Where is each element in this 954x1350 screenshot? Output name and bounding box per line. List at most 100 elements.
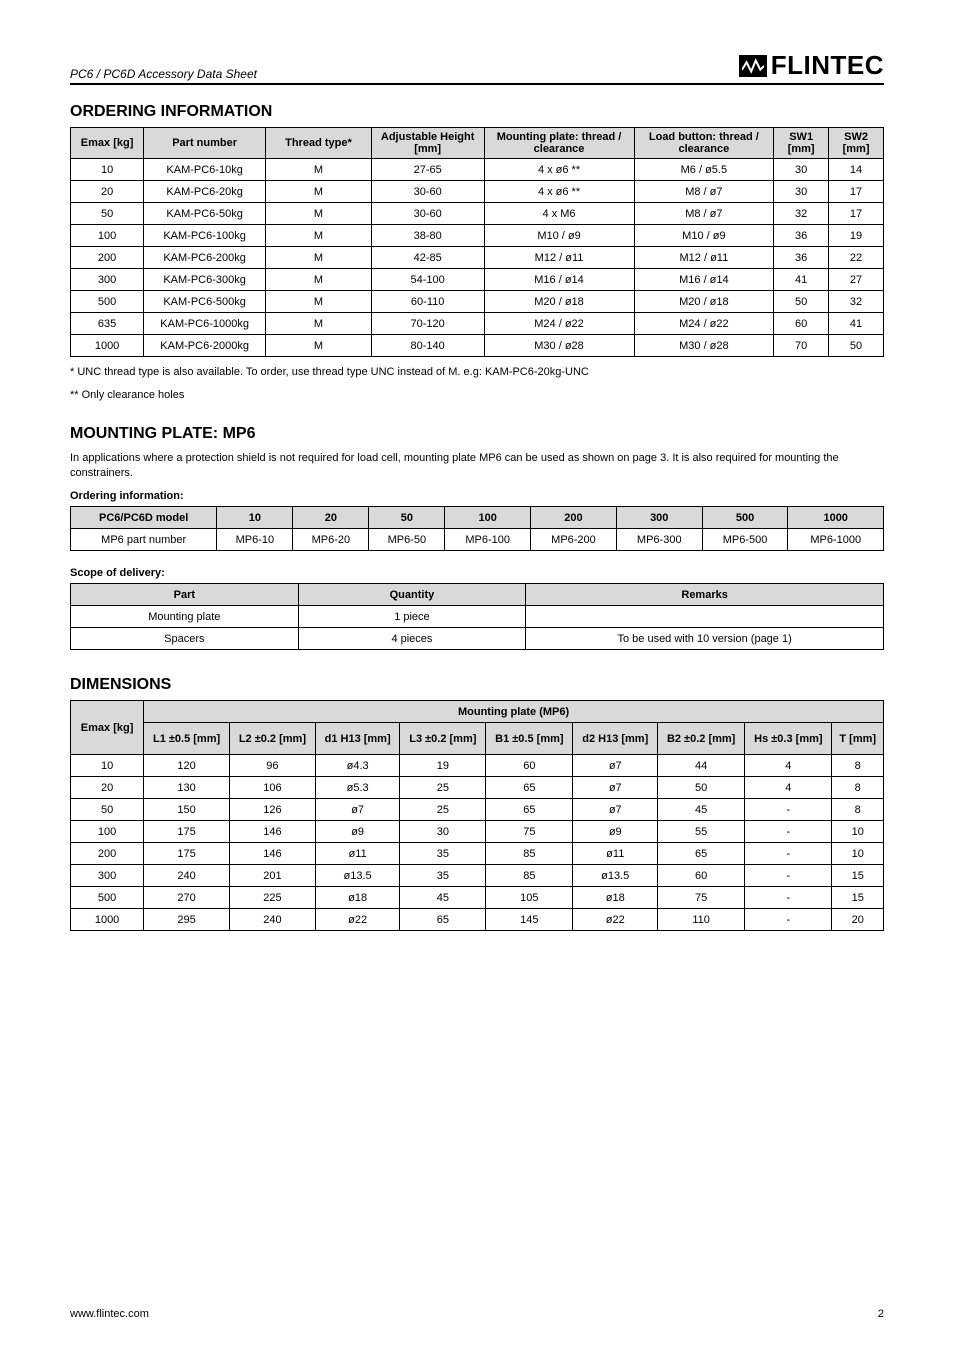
ordering-row: 100KAM-PC6-100kgM38-80M10 / ø9M10 / ø936…: [71, 225, 884, 247]
cell: 36: [774, 225, 829, 247]
cell: 41: [829, 313, 884, 335]
mp6-pn-cell: MP6-500: [702, 529, 788, 551]
cell: KAM-PC6-20kg: [144, 181, 266, 203]
cell: M16 / ø14: [634, 269, 774, 291]
cell: ø7: [573, 755, 658, 777]
cell: 50: [658, 777, 745, 799]
dim-row: 20130106ø5.32565ø75048: [71, 777, 884, 799]
cell: M: [266, 269, 372, 291]
cell: 500: [71, 887, 144, 909]
cell: 20: [832, 909, 884, 931]
cell: 45: [658, 799, 745, 821]
mp6-pn-cell: MP6-300: [616, 529, 702, 551]
ordering-row: 20KAM-PC6-20kgM30-604 x ø6 **M8 / ø73017: [71, 181, 884, 203]
ordering-col: Thread type*: [266, 128, 372, 159]
ordering-row: 200KAM-PC6-200kgM42-85M12 / ø11M12 / ø11…: [71, 247, 884, 269]
cell: 65: [658, 843, 745, 865]
dim-col: d1 H13 [mm]: [315, 723, 400, 755]
cell: ø13.5: [315, 865, 400, 887]
cell: 300: [71, 269, 144, 291]
ordering-note-1: * UNC thread type is also available. To …: [70, 365, 884, 380]
cell: 17: [829, 203, 884, 225]
scope-col: Remarks: [526, 584, 884, 606]
cell: 110: [658, 909, 745, 931]
dim-col: L3 ±0.2 [mm]: [400, 723, 486, 755]
cell: M: [266, 313, 372, 335]
cell: 500: [71, 291, 144, 313]
mp6-model-col: 100: [445, 507, 531, 529]
cell: 65: [400, 909, 486, 931]
cell: M: [266, 203, 372, 225]
cell: 20: [71, 181, 144, 203]
mp6-partnumber-table: PC6/PC6D model1020501002003005001000 MP6…: [70, 506, 884, 551]
dim-col: d2 H13 [mm]: [573, 723, 658, 755]
cell: 30-60: [371, 181, 484, 203]
cell: 50: [71, 799, 144, 821]
cell: 60: [486, 755, 573, 777]
cell: 30: [400, 821, 486, 843]
cell: 175: [144, 821, 230, 843]
dim-row: 100175146ø93075ø955-10: [71, 821, 884, 843]
cell: M8 / ø7: [634, 203, 774, 225]
cell: To be used with 10 version (page 1): [526, 628, 884, 650]
cell: 14: [829, 159, 884, 181]
mp6-model-col: 500: [702, 507, 788, 529]
cell: 25: [400, 799, 486, 821]
cell: 4 x M6: [484, 203, 634, 225]
cell: 75: [658, 887, 745, 909]
cell: 130: [144, 777, 230, 799]
cell: 8: [832, 799, 884, 821]
cell: 45: [400, 887, 486, 909]
cell: M: [266, 225, 372, 247]
cell: ø18: [315, 887, 400, 909]
ordering-row: 1000KAM-PC6-2000kgM80-140M30 / ø28M30 / …: [71, 335, 884, 357]
mp6-model-col: 50: [369, 507, 445, 529]
ordering-col: Emax [kg]: [71, 128, 144, 159]
section-mp6-title: MOUNTING PLATE: MP6: [70, 425, 884, 443]
cell: ø7: [315, 799, 400, 821]
cell: 65: [486, 777, 573, 799]
cell: 70-120: [371, 313, 484, 335]
cell: 4 x ø6 **: [484, 181, 634, 203]
cell: 50: [829, 335, 884, 357]
cell: 42-85: [371, 247, 484, 269]
cell: -: [745, 799, 832, 821]
mp6-pn-cell: MP6-1000: [788, 529, 884, 551]
cell: M30 / ø28: [484, 335, 634, 357]
ordering-col: Load button: thread / clearance: [634, 128, 774, 159]
mp6-pn-cell: MP6-50: [369, 529, 445, 551]
brand-icon: [739, 55, 767, 77]
cell: ø13.5: [573, 865, 658, 887]
dim-row: 1000295240ø2265145ø22110-20: [71, 909, 884, 931]
cell: 295: [144, 909, 230, 931]
cell: M: [266, 247, 372, 269]
cell: M10 / ø9: [484, 225, 634, 247]
cell: KAM-PC6-300kg: [144, 269, 266, 291]
section-dimensions-title: DIMENSIONS: [70, 676, 884, 694]
cell: 10: [832, 821, 884, 843]
cell: ø9: [315, 821, 400, 843]
ordering-row: 50KAM-PC6-50kgM30-604 x M6M8 / ø73217: [71, 203, 884, 225]
cell: 22: [829, 247, 884, 269]
dim-row: 200175146ø113585ø1165-10: [71, 843, 884, 865]
brand-logo: FLINTEC: [739, 50, 884, 81]
mp6-pn-cell: MP6-20: [293, 529, 369, 551]
cell: 85: [486, 843, 573, 865]
cell: 146: [230, 821, 316, 843]
ordering-col: SW1 [mm]: [774, 128, 829, 159]
cell: 8: [832, 777, 884, 799]
cell: M6 / ø5.5: [634, 159, 774, 181]
cell: 15: [832, 887, 884, 909]
ordering-row: 10KAM-PC6-10kgM27-654 x ø6 **M6 / ø5.530…: [71, 159, 884, 181]
ordering-row: 300KAM-PC6-300kgM54-100M16 / ø14M16 / ø1…: [71, 269, 884, 291]
cell: M: [266, 181, 372, 203]
cell: ø22: [573, 909, 658, 931]
cell: 106: [230, 777, 316, 799]
footer-url: www.flintec.com: [70, 1308, 149, 1320]
cell: 146: [230, 843, 316, 865]
cell: 70: [774, 335, 829, 357]
cell: 41: [774, 269, 829, 291]
cell: 32: [829, 291, 884, 313]
cell: 19: [400, 755, 486, 777]
mp6-model-label: PC6/PC6D model: [71, 507, 217, 529]
